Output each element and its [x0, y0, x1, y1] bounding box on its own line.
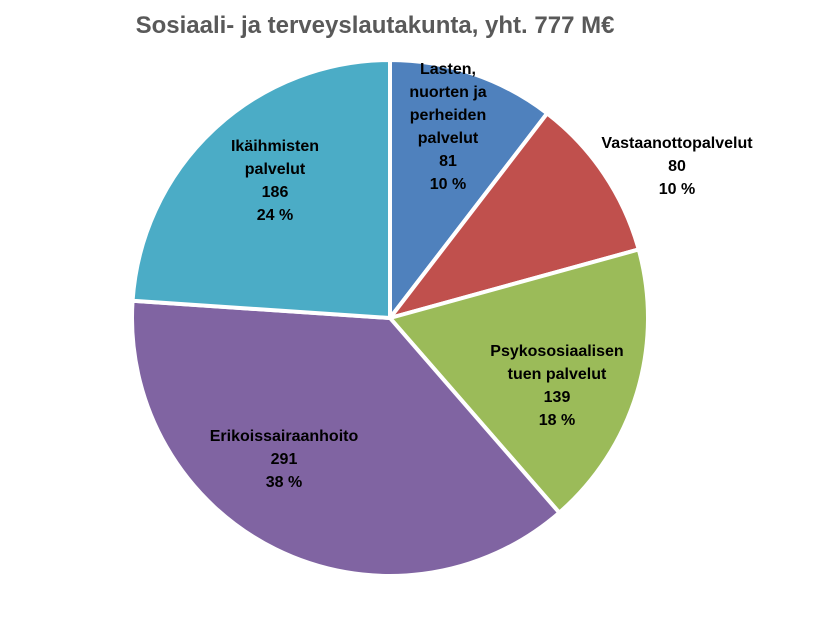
- pie-slice-1: [388, 58, 550, 320]
- slice-label-2: Vastaanottopalvelut 80 10 %: [601, 132, 752, 201]
- slice-percent: 10 %: [429, 176, 467, 193]
- slice-name-line: tuen palvelut: [507, 366, 607, 383]
- slice-value: 81: [439, 153, 457, 170]
- slice-value: 186: [261, 184, 289, 201]
- chart-title: Sosiaali- ja terveyslautakunta, yht. 777…: [135, 12, 615, 39]
- slice-value: 291: [270, 451, 298, 468]
- pie-slice-3: [388, 247, 650, 515]
- pie-slice-4: [130, 298, 562, 579]
- slice-name-line: palvelut: [417, 130, 479, 147]
- pie-slice-2: [388, 111, 641, 320]
- slice-label-5: Ikäihmisten palvelut 186 24 %: [231, 135, 319, 227]
- slice-percent: 38 %: [265, 474, 303, 491]
- slice-name-line: nuorten ja: [409, 84, 487, 101]
- slice-value: 80: [668, 158, 686, 175]
- pie-slice-5: [130, 58, 392, 320]
- slice-name-line: Ikäihmisten: [230, 138, 320, 155]
- slice-name-line: Vastaanottopalvelut: [601, 135, 753, 152]
- slice-name-line: Psykososiaalisen: [490, 343, 624, 360]
- slice-value: 139: [543, 389, 571, 406]
- slice-percent: 24 %: [256, 207, 294, 224]
- slice-name-line: palvelut: [244, 161, 306, 178]
- slice-percent: 10 %: [658, 181, 696, 198]
- slice-name-line: Lasten,: [419, 61, 476, 78]
- slice-label-4: Erikoissairaanhoito 291 38 %: [210, 425, 359, 494]
- slice-name-line: Erikoissairaanhoito: [209, 428, 359, 445]
- slice-name-line: perheiden: [409, 107, 487, 124]
- slice-label-1: Lasten, nuorten ja perheiden palvelut 81 10 %: [409, 58, 486, 196]
- slice-percent: 18 %: [538, 412, 576, 429]
- slice-label-3: Psykososiaalisen tuen palvelut 139 18 %: [490, 340, 623, 432]
